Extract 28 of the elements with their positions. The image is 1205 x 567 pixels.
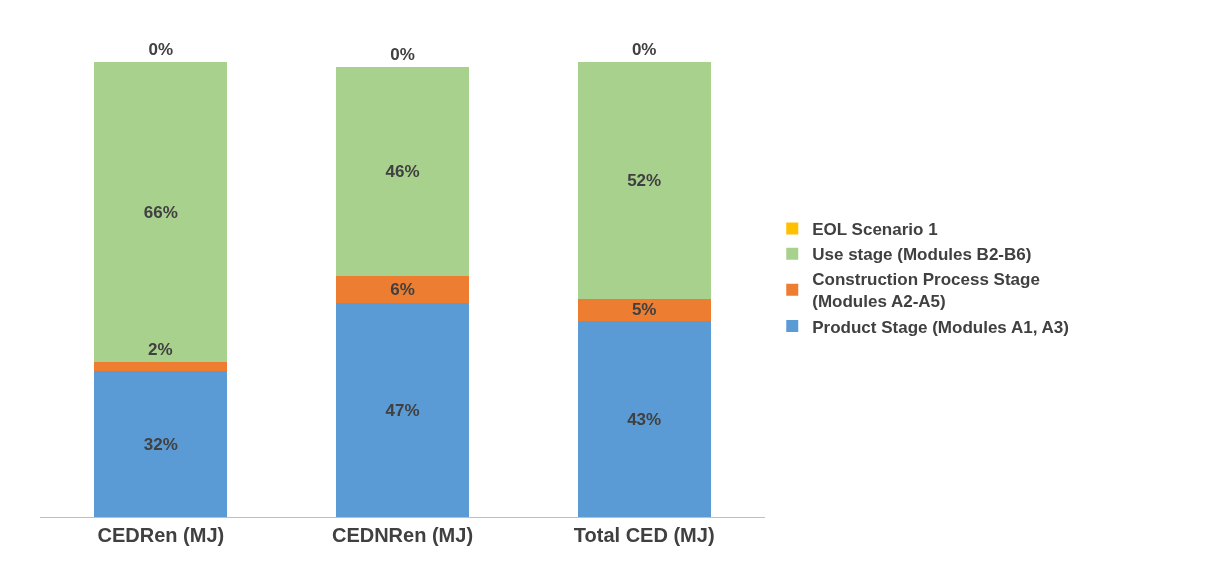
legend-label: EOL Scenario 1 — [812, 220, 938, 240]
x-tick-label: Total CED (MJ) — [573, 524, 715, 546]
data-label: 0% — [148, 39, 174, 59]
data-label: 52% — [627, 170, 662, 190]
data-label: 32% — [143, 434, 178, 454]
data-label: 2% — [148, 340, 173, 359]
bar — [577, 321, 711, 517]
data-label: 5% — [631, 300, 657, 320]
data-label: 47% — [385, 400, 420, 420]
data-label: 6% — [390, 279, 415, 299]
data-label: 0% — [390, 44, 415, 64]
bar — [577, 61, 711, 299]
bar — [94, 371, 228, 517]
legend-label: Use stage (Modules B2-B6) — [812, 245, 1032, 265]
data-label: 0% — [631, 39, 657, 59]
bar — [336, 303, 469, 517]
bar — [577, 298, 711, 322]
legend-label: Construction Process Stage (Modules A2-A5) — [812, 270, 1040, 312]
bar — [336, 275, 469, 304]
bar — [336, 66, 469, 276]
bar — [94, 61, 228, 363]
legend-label: Product Stage (Modules A1, A3) — [812, 317, 1069, 337]
data-label: 66% — [143, 202, 178, 222]
data-label: 46% — [385, 161, 420, 181]
x-tick-label: CEDRen (MJ) — [97, 524, 225, 546]
x-tick-label: CEDNRen (MJ) — [331, 524, 474, 546]
bar — [94, 362, 228, 372]
data-label: 43% — [627, 409, 662, 429]
